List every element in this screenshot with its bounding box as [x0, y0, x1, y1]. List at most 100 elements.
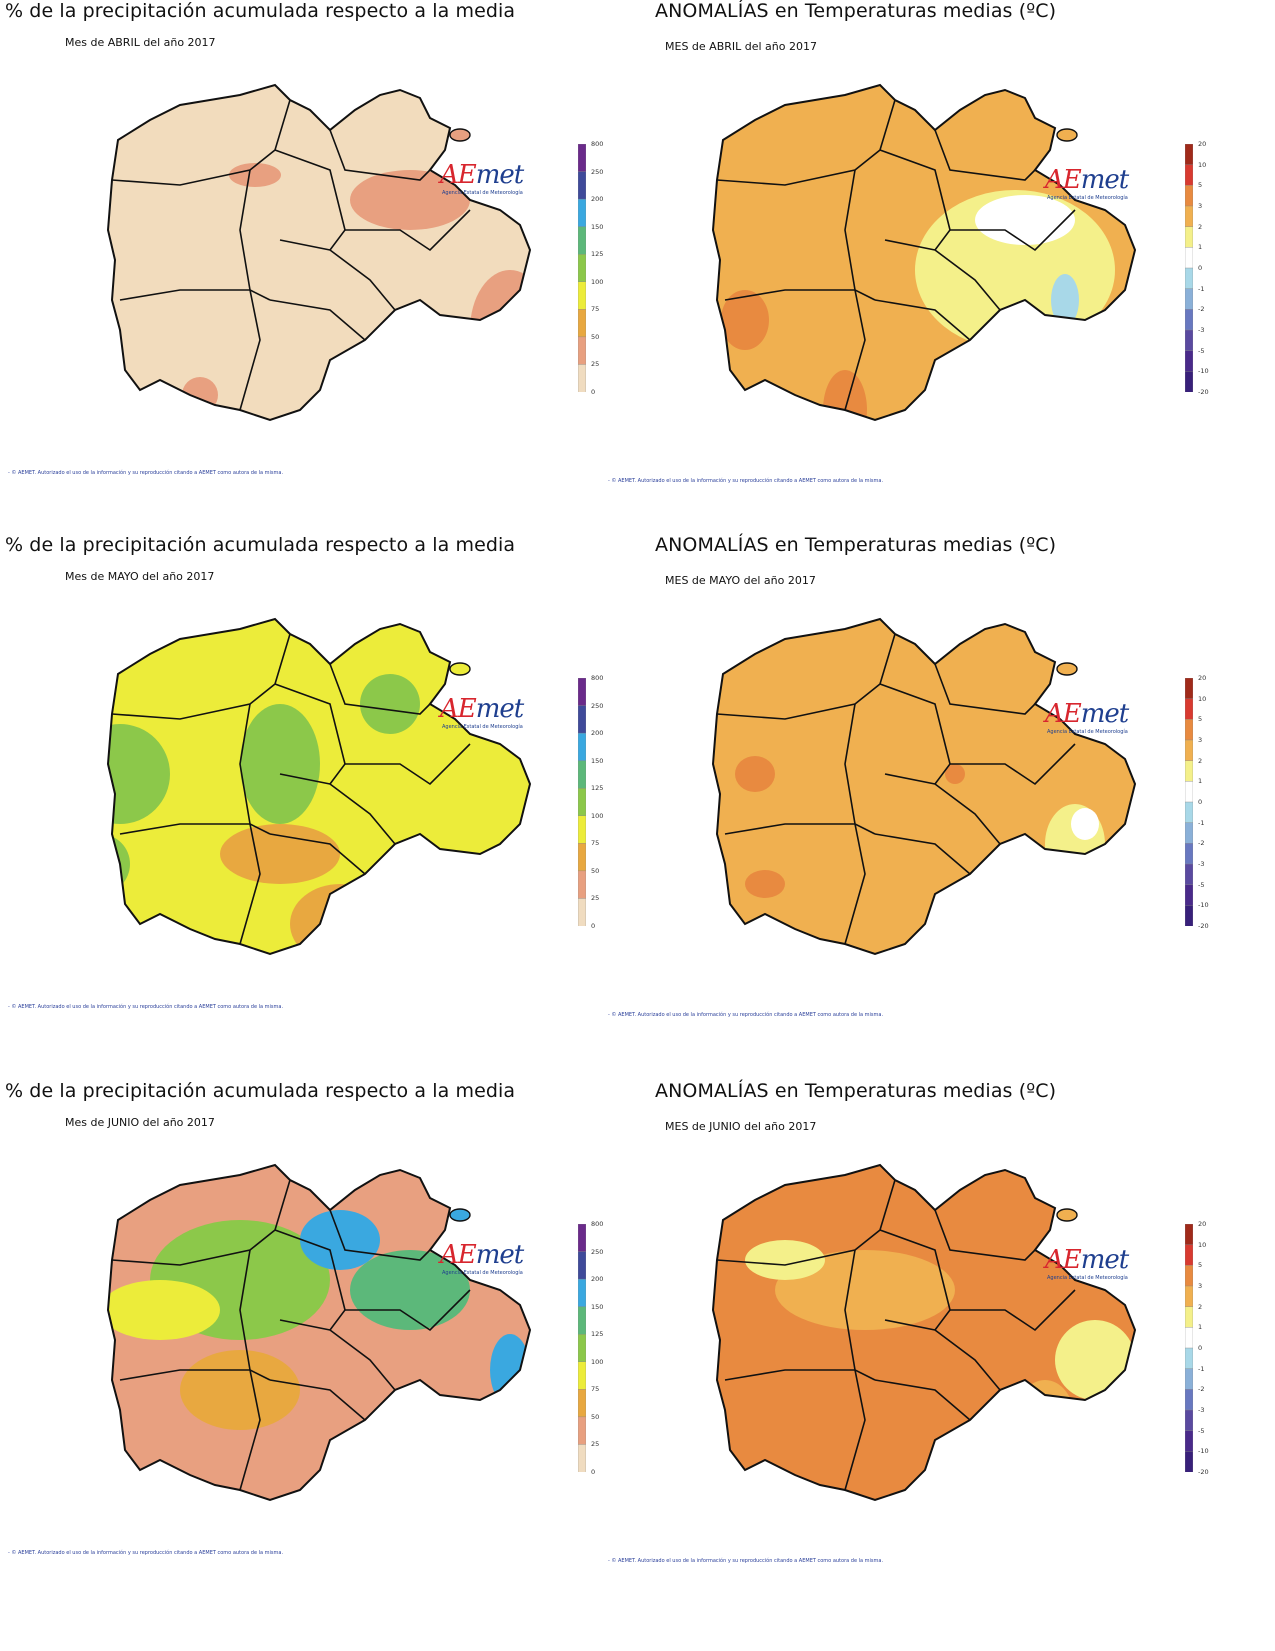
logo-tagline: Agencia Estatal de Meteorología [442, 190, 523, 196]
color-legend [1185, 144, 1193, 392]
region-map [106, 1163, 532, 1502]
legend-label: 0 [1198, 798, 1203, 806]
legend-swatch [1185, 863, 1193, 886]
legend-label: 2 [1198, 222, 1203, 231]
legend-swatch [1185, 739, 1193, 762]
province-border [844, 1249, 876, 1381]
legend-label: 200 [591, 195, 604, 204]
legend-swatch [1185, 1285, 1193, 1308]
legend-label: 0 [591, 1468, 596, 1476]
province-border [950, 1289, 1076, 1332]
province-border [119, 1369, 250, 1381]
legend-swatch [1185, 1224, 1193, 1246]
aemet-logo: AEmet Agencia Estatal de Meteorología [440, 160, 524, 196]
province-border [345, 209, 471, 252]
anomaly-area [182, 377, 218, 413]
legend-label: 50 [591, 866, 600, 875]
legend-label: 2 [1198, 1302, 1203, 1311]
anomaly-area [1051, 274, 1079, 326]
province-border [884, 1319, 936, 1331]
region-outline [106, 83, 532, 422]
legend-label: -1 [1198, 1364, 1205, 1373]
copyright-footer: - © AEMET. Autorizado el uso de la infor… [608, 478, 884, 484]
legend-swatch [578, 898, 586, 926]
anomaly-area [180, 1350, 300, 1430]
anomaly-area [108, 724, 170, 824]
legend-label: -2 [1198, 839, 1205, 848]
map-title: % de la precipitación acumulada respecto… [5, 534, 516, 556]
legend-label: 1 [1198, 777, 1203, 786]
legend-swatch [1185, 144, 1193, 166]
legend-label: 150 [591, 222, 604, 231]
legend-label: 50 [591, 332, 600, 341]
legend-swatch [1185, 678, 1193, 700]
legend-label: 3 [1198, 736, 1203, 744]
anomaly-area [300, 1210, 380, 1270]
province-border [239, 1249, 271, 1381]
province-border [874, 833, 971, 875]
legend-label: 5 [1198, 1261, 1203, 1270]
legend-swatch [578, 1278, 586, 1308]
province-border [119, 823, 250, 835]
enclave-island [1056, 1208, 1078, 1222]
legend-swatch [578, 1416, 586, 1446]
legend-label: 50 [591, 1412, 600, 1421]
province-border [879, 149, 951, 251]
province-border [239, 169, 271, 301]
legend-swatch [1185, 884, 1193, 907]
legend-swatch [1185, 288, 1193, 311]
province-border [329, 1209, 431, 1261]
legend-label: 3 [1198, 202, 1203, 210]
legend-label: 100 [591, 277, 604, 286]
legend-swatch [578, 226, 586, 255]
legend-swatch [1185, 843, 1193, 865]
legend-label: -10 [1198, 1447, 1209, 1456]
region-map [106, 617, 532, 956]
anomaly-area [229, 163, 281, 187]
copyright-footer: - © AEMET. Autorizado el uso de la infor… [8, 470, 284, 476]
legend-label: 25 [591, 1440, 600, 1449]
aemet-logo: AEmet Agencia Estatal de Meteorología [440, 1240, 524, 1276]
temp-junio-panel: ANOMALÍAS en Temperaturas medias (ºC) MES… [608, 1080, 1270, 1620]
legend-swatch [1185, 822, 1193, 845]
legend-label: 100 [591, 1357, 604, 1366]
region-map [711, 617, 1137, 956]
legend-swatch [578, 1306, 586, 1335]
aemet-logo: AEmet Agencia Estatal de Meteorología [1045, 699, 1129, 735]
legend-label: 75 [591, 305, 600, 314]
legend-label: 5 [1198, 181, 1203, 190]
anomaly-area [108, 1280, 220, 1340]
legend-label: 1 [1198, 243, 1203, 252]
legend-swatch [578, 788, 586, 817]
aemet-logo: AEmet Agencia Estatal de Meteorología [1045, 1245, 1129, 1281]
anomaly-area [745, 1240, 825, 1280]
legend-label: 10 [1198, 160, 1207, 169]
province-border [329, 249, 396, 311]
region-map [711, 1163, 1137, 1502]
color-legend [578, 678, 586, 926]
legend-label: -5 [1198, 346, 1205, 355]
legend-label: 800 [591, 1220, 604, 1228]
prec-mayo-panel: % de la precipitación acumulada respecto… [0, 534, 620, 1074]
legend-swatch [578, 144, 586, 173]
legend-swatch [578, 1444, 586, 1472]
logo-tagline: Agencia Estatal de Meteorología [1047, 729, 1128, 735]
legend-swatch [1185, 371, 1193, 392]
legend-label: -1 [1198, 818, 1205, 827]
prec-abril-panel: % de la precipitación acumulada respecto… [0, 0, 620, 540]
anomaly-area [470, 270, 530, 390]
temp-abril-panel: ANOMALÍAS en Temperaturas medias (ºC) MES… [608, 0, 1270, 540]
legend-label: -5 [1198, 1426, 1205, 1435]
anomaly-area [490, 864, 530, 924]
province-border [950, 209, 1076, 252]
region-outline [711, 83, 1137, 422]
province-border [844, 289, 866, 411]
province-border [934, 663, 1036, 715]
logo-tagline: Agencia Estatal de Meteorología [1047, 195, 1128, 201]
legend-label: 20 [1198, 674, 1207, 682]
province-border [874, 1379, 971, 1421]
legend-label: 250 [591, 1247, 604, 1256]
temp-mayo-panel: ANOMALÍAS en Temperaturas medias (ºC) MES… [608, 534, 1270, 1074]
legend-swatch [578, 705, 586, 734]
region-fill [108, 85, 530, 420]
